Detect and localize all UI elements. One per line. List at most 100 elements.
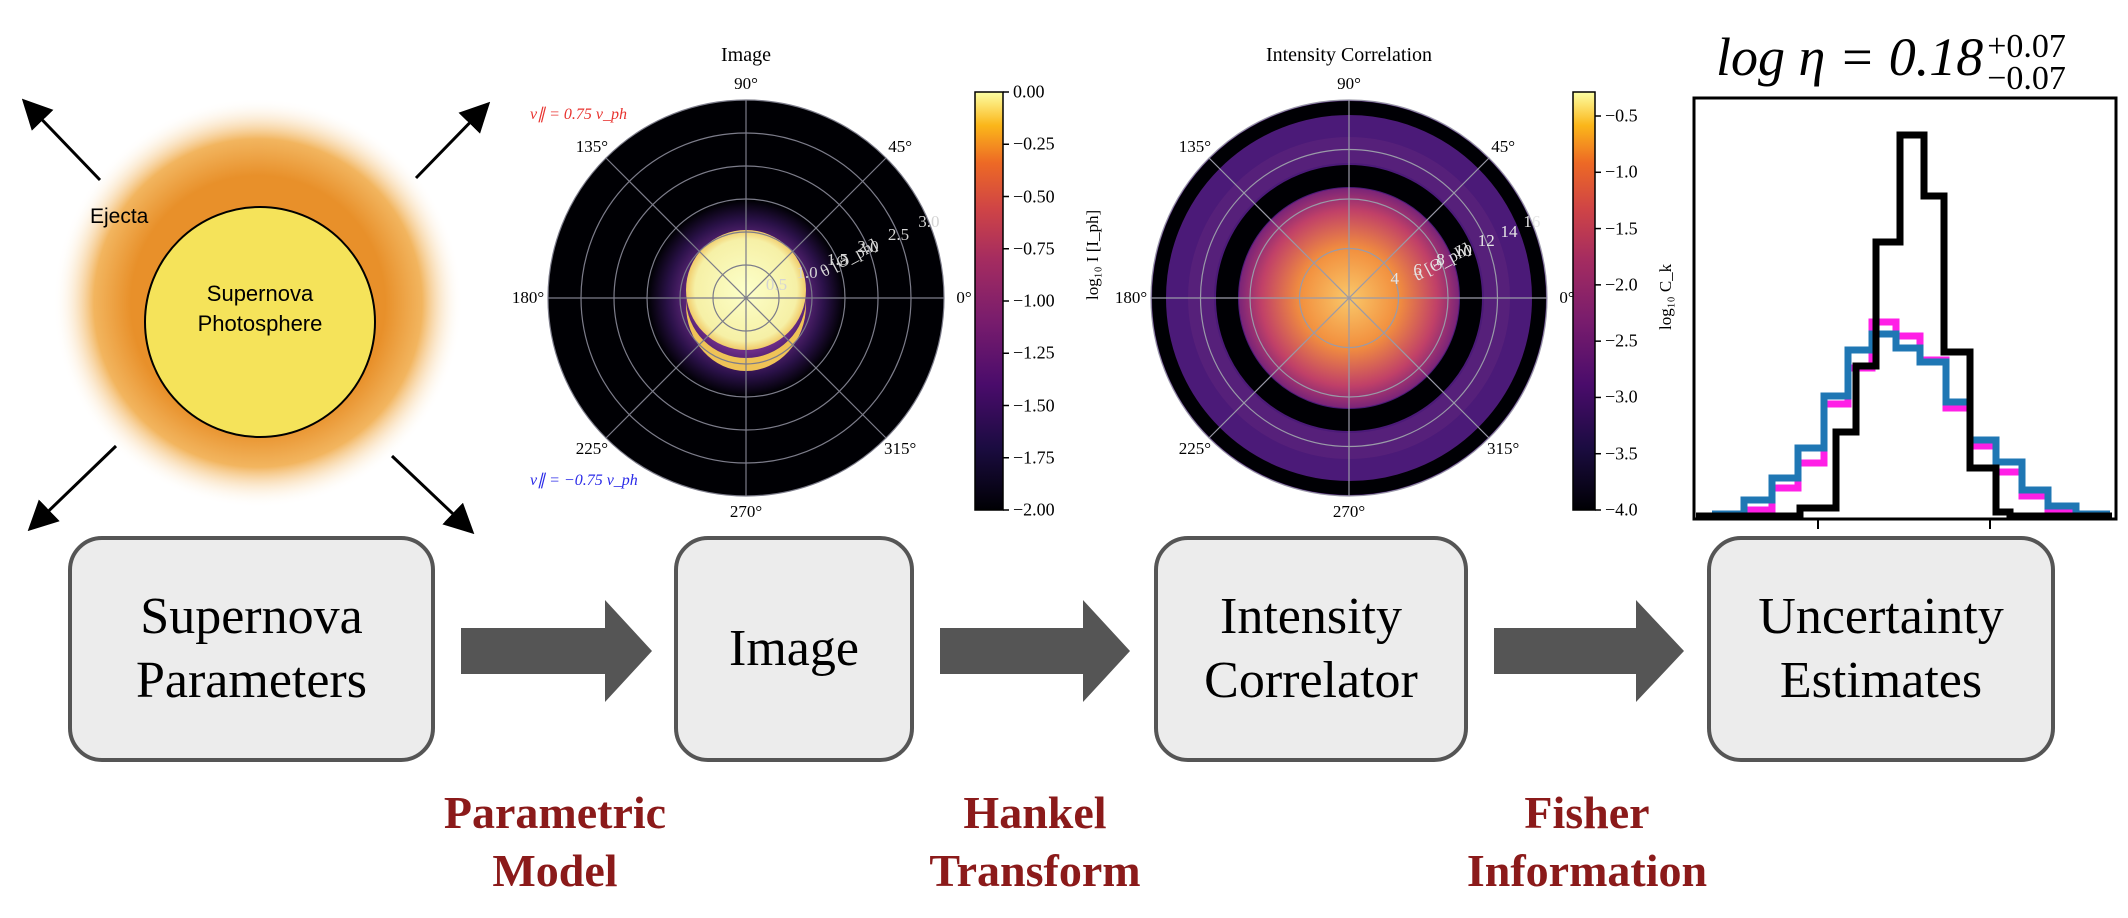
radial-tick-label: 1.5: [826, 250, 849, 270]
box-intensity-correlator-line1: Intensity: [1220, 588, 1402, 645]
histogram-black-series: [1696, 131, 2112, 520]
angle-label: 0°: [956, 288, 972, 307]
image-grid: [547, 99, 945, 497]
histogram-title-sup: +0.07: [1987, 27, 2066, 65]
radial-tick-label: 10: [1454, 240, 1472, 260]
image-colorbar: [974, 91, 1004, 511]
box-intensity-correlator: Intensity Correlator: [1154, 536, 1468, 762]
angle-label: 180°: [511, 288, 545, 307]
arrow-parametric-model: [461, 600, 652, 702]
colorbar-tick-label: −1.0: [1605, 161, 1638, 182]
colorbar-tick-label: −1.00: [1013, 290, 1055, 311]
radial-tick-label: 6: [1413, 259, 1422, 279]
angle-label: 315°: [883, 439, 917, 459]
angle-label: 270°: [729, 502, 763, 521]
radial-tick-label: 4: [1390, 269, 1399, 289]
colorbar-tick-label: −2.5: [1605, 330, 1638, 351]
colorbar-tick-label: 0.00: [1013, 81, 1045, 102]
radial-tick-label: 16: [1523, 212, 1541, 232]
radial-tick-label: 3.0: [918, 212, 940, 232]
histogram-title: log η = 0.18 +0.07 −0.07: [1716, 26, 2066, 95]
radial-tick-label: 0.5: [765, 275, 788, 295]
angle-label: 270°: [1332, 502, 1366, 521]
box-supernova-parameters-line2: Parameters: [135, 652, 367, 709]
histogram-panel: [1692, 96, 2118, 529]
angle-label: 135°: [1178, 136, 1211, 156]
ejecta-arrow-lower-right: [390, 454, 475, 535]
colorbar-tick-label: −1.75: [1013, 447, 1055, 468]
box-uncertainty-estimates: Uncertainty Estimates: [1707, 536, 2055, 762]
radial-tick-label: 1.0: [796, 262, 818, 282]
colorbar-tick-label: −4.0: [1605, 499, 1638, 520]
stage-parametric-model-line1: Parametric: [443, 787, 667, 838]
colorbar-tick-label: −0.5: [1605, 105, 1638, 126]
colorbar-tick-label: −1.25: [1013, 342, 1055, 363]
colorbar-tick-label: −2.0: [1605, 274, 1638, 295]
grid-spoke: [605, 157, 887, 439]
stage-hankel-transform-line1: Hankel: [963, 787, 1107, 838]
corr-colorbar: [1572, 91, 1596, 511]
angle-label: 45°: [1491, 136, 1516, 156]
grid-spoke: [1208, 157, 1490, 439]
angle-label: 315°: [1486, 439, 1520, 459]
angle-label: 45°: [888, 136, 913, 156]
angle-label: 225°: [575, 439, 608, 459]
histogram-magenta-series: [1712, 318, 2100, 520]
colorbar-tick-label: −0.75: [1013, 238, 1055, 259]
stage-fisher-information: Fisher Information: [1437, 784, 1737, 900]
radial-tick-label: 14: [1500, 221, 1518, 241]
colorbar-tick-label: −2.00: [1013, 499, 1055, 520]
photosphere-label-line2: Photosphere: [197, 311, 323, 336]
stage-fisher-information-line1: Fisher: [1524, 787, 1650, 838]
radial-tick-label: 12: [1477, 231, 1495, 251]
corr-plot-title: Intensity Correlation: [1265, 44, 1433, 66]
histogram-title-sub: −0.07: [1987, 59, 2066, 97]
colorbar-tick-label: −1.5: [1605, 218, 1638, 239]
colorbar-tick-label: −1.50: [1013, 395, 1055, 415]
radial-tick-label: 2.5: [887, 224, 910, 244]
angle-label: 90°: [734, 74, 758, 93]
ejecta-arrow-lower-left: [27, 444, 118, 532]
photosphere-label-line1: Supernova: [206, 281, 314, 306]
stage-fisher-information-line2: Information: [1466, 845, 1708, 896]
histogram-title-main: log η = 0.18: [1716, 27, 1984, 87]
supernova-sketch: [21, 98, 491, 535]
corr-colorbar-ticks: [1595, 115, 1601, 511]
arrow-fisher-information: [1494, 600, 1684, 702]
stage-hankel-transform: Hankel Transform: [885, 784, 1185, 900]
image-polar-plot: [547, 99, 945, 497]
angle-label: 225°: [1178, 439, 1211, 459]
stage-parametric-model-line2: Model: [492, 845, 618, 896]
corr-polar-plot: [1150, 99, 1548, 497]
box-supernova-parameters: Supernova Parameters: [68, 536, 435, 762]
photosphere-disk: [144, 206, 376, 438]
image-vpar-pos: v∥ = 0.75 v_ph: [530, 106, 627, 123]
box-uncertainty-estimates-line1: Uncertainty: [1758, 588, 2004, 645]
photosphere-label: Supernova Photosphere: [160, 279, 360, 339]
image-colorbar-label: log₁₀ I [I_ph]: [1083, 209, 1102, 300]
colorbar-tick-label: −0.25: [1013, 133, 1055, 154]
box-supernova-parameters-line1: Supernova: [140, 588, 363, 645]
colorbar-tick-label: −3.5: [1605, 443, 1638, 464]
stage-hankel-transform-line2: Transform: [929, 845, 1141, 896]
angle-label: 90°: [1337, 74, 1361, 93]
histogram-frame: [1692, 96, 2118, 521]
radial-tick-label: 2.0: [857, 237, 879, 257]
ejecta-label: Ejecta: [90, 205, 149, 228]
arrow-hankel-transform: [940, 600, 1130, 702]
box-uncertainty-estimates-line2: Estimates: [1779, 652, 1983, 709]
radial-tick-label: 8: [1436, 250, 1445, 270]
box-intensity-correlator-line2: Correlator: [1204, 652, 1418, 709]
image-lower-crescent: [686, 298, 806, 371]
colorbar-tick-label: −3.0: [1605, 386, 1638, 407]
corr-grid: [1150, 99, 1548, 497]
box-image: Image: [674, 536, 914, 762]
image-plot-title: Image: [721, 44, 771, 66]
angle-label: 135°: [575, 136, 608, 156]
ejecta-arrow-upper-right: [414, 101, 491, 180]
corr-colorbar-label: log₁₀ C_k: [1656, 263, 1675, 330]
angle-label: 180°: [1114, 288, 1148, 307]
colorbar-tick-label: −0.50: [1013, 186, 1055, 206]
